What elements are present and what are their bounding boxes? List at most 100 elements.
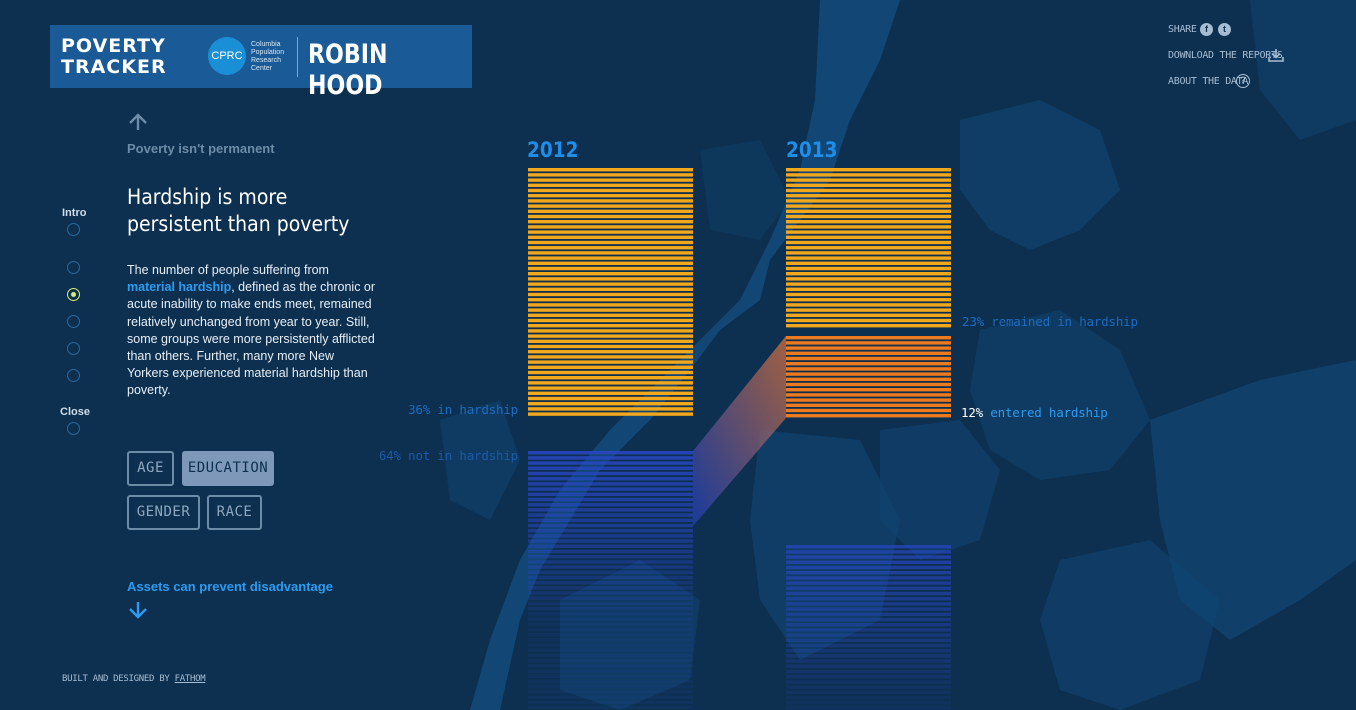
filter-gender-button[interactable]: GENDER [127, 495, 200, 530]
bar-2012-in-hardship-stripe [528, 396, 693, 401]
bar-2013-remained-stripe [786, 209, 951, 213]
bar-2013-remained-stripe [786, 266, 951, 271]
bar-2013-entered-stripe [786, 382, 951, 387]
story-title-line: persistent than poverty [127, 212, 350, 236]
logo-line-1: POVERTY [61, 35, 166, 57]
about-data-link[interactable]: ABOUT THE DATA [1168, 76, 1249, 87]
bar-2012-in-hardship-stripe [528, 230, 693, 234]
material-hardship-link[interactable]: material hardship [127, 280, 232, 295]
facebook-icon[interactable]: f [1200, 23, 1213, 36]
bar-2013-not-hardship-stripe [786, 550, 951, 554]
bar-2012-not-hardship-stripe [528, 591, 693, 595]
prev-section-link[interactable]: Poverty isn't permanent [127, 141, 275, 156]
bar-2012-not-hardship-stripe [528, 638, 693, 642]
cprc-text-line: Columbia [251, 41, 281, 48]
bar-2013-entered-stripe [786, 393, 951, 397]
download-reports-link[interactable]: DOWNLOAD THE REPORTS [1168, 50, 1283, 61]
bar-2013-not-hardship-stripe [786, 628, 951, 632]
bar-2012-not-hardship-stripe [528, 539, 693, 543]
filter-race-button[interactable]: RACE [207, 495, 262, 530]
bar-2012-not-hardship-stripe [528, 601, 693, 606]
bars-2012 [528, 168, 693, 710]
story-body-text: , defined as the chronic or acute inabil… [127, 280, 376, 398]
filter-age-button[interactable]: AGE [127, 451, 174, 486]
twitter-icon[interactable]: t [1218, 23, 1231, 36]
bar-2012-not-hardship-stripe [528, 461, 693, 465]
bar-2012-in-hardship-stripe [528, 365, 693, 369]
down-arrow-icon[interactable] [127, 601, 149, 619]
bar-2012-not-hardship-stripe [528, 674, 693, 678]
entered-text: entered hardship [982, 405, 1108, 420]
logo-line-2: TRACKER [61, 56, 167, 78]
bar-2012-in-hardship-stripe [528, 188, 693, 193]
bar-2012-not-hardship-stripe [528, 451, 693, 455]
bar-2013-not-hardship-stripe [786, 685, 951, 689]
bar-2012-not-hardship-stripe [528, 596, 693, 600]
bar-2013-not-hardship-stripe [786, 680, 951, 684]
poverty-tracker-logo[interactable]: POVERTY TRACKER [61, 36, 191, 78]
bar-2013-remained-stripe [786, 214, 951, 219]
bar-2012-in-hardship-stripe [528, 168, 693, 172]
bar-2012-in-hardship-stripe [528, 251, 693, 255]
nav-dot-close[interactable] [67, 422, 80, 435]
year-label-2012: 2012 [527, 138, 579, 162]
bar-2013-entered-stripe [786, 414, 951, 418]
bar-2012-in-hardship-stripe [528, 235, 693, 239]
nav-dot-2[interactable] [67, 261, 80, 274]
bar-2012-in-hardship-stripe [528, 256, 693, 260]
nav-dot-5[interactable] [67, 342, 80, 355]
bar-2012-in-hardship-stripe [528, 178, 693, 182]
bar-2013-not-hardship-stripe [786, 571, 951, 575]
bar-2012-in-hardship-stripe [528, 282, 693, 286]
nav-close-label[interactable]: Close [60, 406, 90, 418]
bar-2013-entered-stripe [786, 346, 951, 350]
bar-2012-in-hardship-stripe [528, 303, 693, 307]
bar-2012-not-hardship-stripe [528, 565, 693, 569]
filter-education-button[interactable]: EDUCATION [182, 451, 274, 486]
bar-2012-not-hardship-stripe [528, 575, 693, 580]
nav-dot-4[interactable] [67, 315, 80, 328]
bar-2012-in-hardship-stripe [528, 355, 693, 359]
bar-2013-not-hardship-stripe [786, 633, 951, 637]
story-body-text: The number of people suffering from [127, 263, 329, 277]
logo-divider [297, 37, 298, 77]
bar-2013-remained-stripe [786, 256, 951, 260]
cprc-name: Columbia Population Research Center [251, 41, 301, 73]
label-2012-in-hardship: 36% in hardship [408, 402, 518, 417]
nav-dot-active[interactable] [67, 288, 80, 301]
bar-2013-remained-stripe [786, 246, 951, 250]
bar-2013-not-hardship-stripe [786, 664, 951, 668]
bar-2013-remained-stripe [786, 272, 951, 276]
bar-2012-in-hardship-stripe [528, 407, 693, 411]
bar-2012-in-hardship-stripe [528, 298, 693, 302]
next-section-link[interactable]: Assets can prevent disadvantage [127, 579, 333, 594]
flow-entered-hardship [693, 336, 786, 526]
nav-dot-1[interactable] [67, 223, 80, 236]
bar-2013-remained-stripe [786, 183, 951, 187]
bar-2012-not-hardship-stripe [528, 695, 693, 699]
entered-pct: 12% [961, 405, 983, 420]
bar-2012-not-hardship-stripe [528, 633, 693, 637]
bar-2012-in-hardship-stripe [528, 324, 693, 328]
bar-2013-not-hardship-stripe [786, 576, 951, 580]
fathom-link[interactable]: FATHOM [174, 674, 206, 684]
bar-2013-not-hardship-stripe [786, 638, 951, 642]
bar-2012-not-hardship-stripe [528, 518, 693, 522]
up-arrow-icon[interactable] [127, 113, 149, 131]
bar-2012-in-hardship-stripe [528, 308, 693, 312]
bar-2012-in-hardship-stripe [528, 220, 693, 224]
bar-2012-not-hardship-stripe [528, 497, 693, 502]
bar-2013-remained-stripe [786, 178, 951, 182]
nav-dot-6[interactable] [67, 369, 80, 382]
bar-2013-remained-stripe [786, 240, 951, 245]
nav-intro-label[interactable]: Intro [62, 207, 87, 219]
bar-2013-entered-stripe [786, 341, 951, 345]
bar-2013-not-hardship-stripe [786, 695, 951, 700]
robinhood-logo: ROBIN HOOD [308, 39, 388, 101]
bar-2012-in-hardship-stripe [528, 209, 693, 213]
question-icon[interactable]: ? [1236, 74, 1250, 88]
bar-2013-remained-stripe [786, 204, 951, 208]
logo-bar[interactable]: POVERTY TRACKER CPRC Columbia Population… [50, 25, 472, 101]
download-icon[interactable] [1268, 48, 1284, 62]
credit-line: BUILT AND DESIGNED BY FATHOM [62, 674, 206, 684]
